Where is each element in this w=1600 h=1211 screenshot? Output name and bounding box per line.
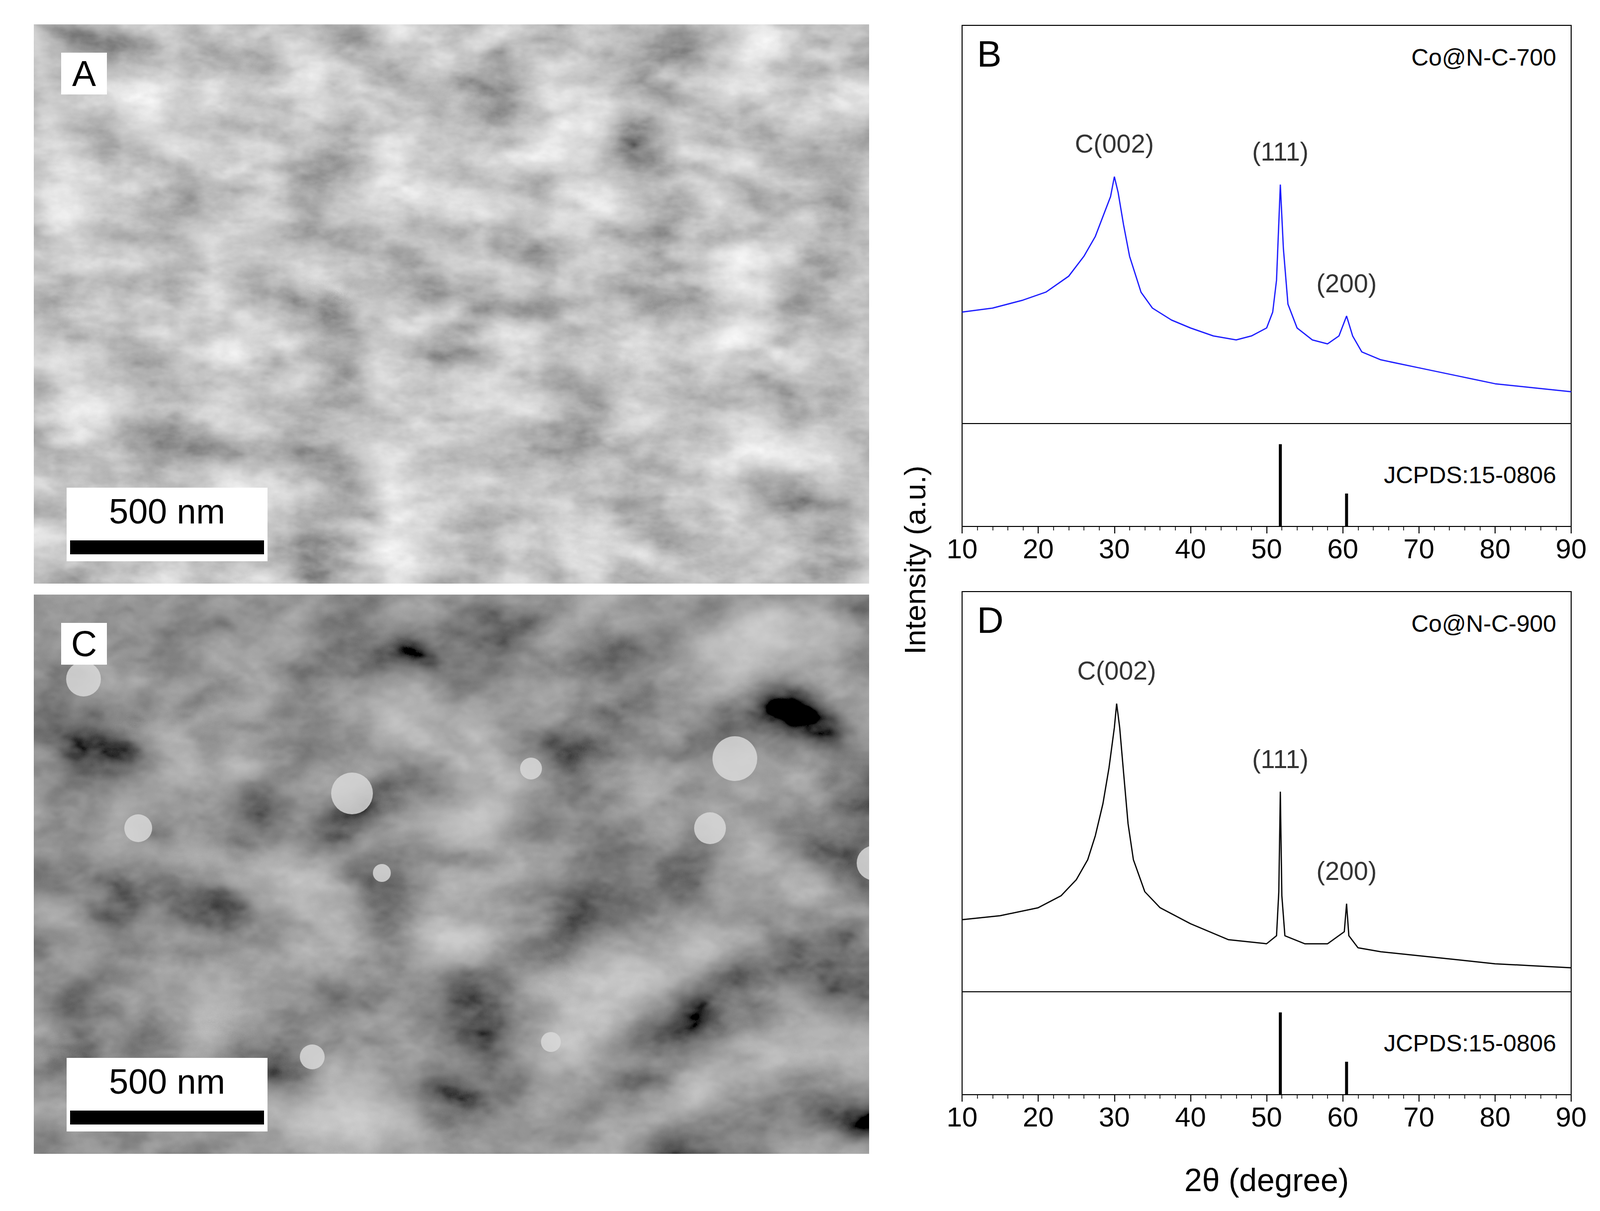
svg-text:Co@N-C-900: Co@N-C-900 [1411, 610, 1557, 637]
svg-text:JCPDS:15-0806: JCPDS:15-0806 [1383, 461, 1557, 489]
html-text:C: C [71, 623, 97, 664]
svg-text:80: 80 [1479, 1101, 1511, 1133]
svg-text:(200): (200) [1316, 268, 1377, 298]
svg-text:40: 40 [1174, 1101, 1206, 1133]
svg-text:(111): (111) [1251, 744, 1309, 774]
svg-text:Co@N-C-700: Co@N-C-700 [1411, 44, 1557, 71]
svg-text:70: 70 [1403, 1101, 1435, 1133]
svg-text:B: B [977, 33, 1002, 75]
svg-text:30: 30 [1098, 1101, 1130, 1133]
svg-text:10: 10 [946, 533, 978, 565]
svg-text:20: 20 [1022, 533, 1054, 565]
html-text:500 nm: 500 nm [109, 1062, 226, 1102]
html-text:500 nm: 500 nm [109, 492, 226, 532]
svg-text:30: 30 [1098, 533, 1130, 565]
svg-text:20: 20 [1022, 1101, 1054, 1133]
svg-text:C(002): C(002) [1076, 656, 1156, 686]
svg-text:60: 60 [1327, 533, 1358, 565]
svg-text:90: 90 [1555, 1101, 1587, 1133]
svg-text:80: 80 [1479, 533, 1511, 565]
svg-text:JCPDS:15-0806: JCPDS:15-0806 [1383, 1030, 1557, 1057]
svg-text:10: 10 [946, 1101, 978, 1133]
svg-text:50: 50 [1250, 1101, 1282, 1133]
svg-text:60: 60 [1327, 1101, 1358, 1133]
svg-text:50: 50 [1250, 533, 1282, 565]
svg-text:40: 40 [1174, 533, 1206, 565]
svg-text:D: D [977, 599, 1004, 641]
svg-text:90: 90 [1555, 533, 1587, 565]
svg-text:Intensity (a.u.): Intensity (a.u.) [898, 465, 932, 655]
svg-text:C(002): C(002) [1074, 129, 1155, 159]
svg-text:2θ (degree): 2θ (degree) [1184, 1162, 1349, 1199]
svg-text:(200): (200) [1316, 856, 1377, 886]
html-text:A: A [72, 53, 96, 94]
svg-text:70: 70 [1403, 533, 1435, 565]
svg-text:(111): (111) [1251, 137, 1309, 167]
